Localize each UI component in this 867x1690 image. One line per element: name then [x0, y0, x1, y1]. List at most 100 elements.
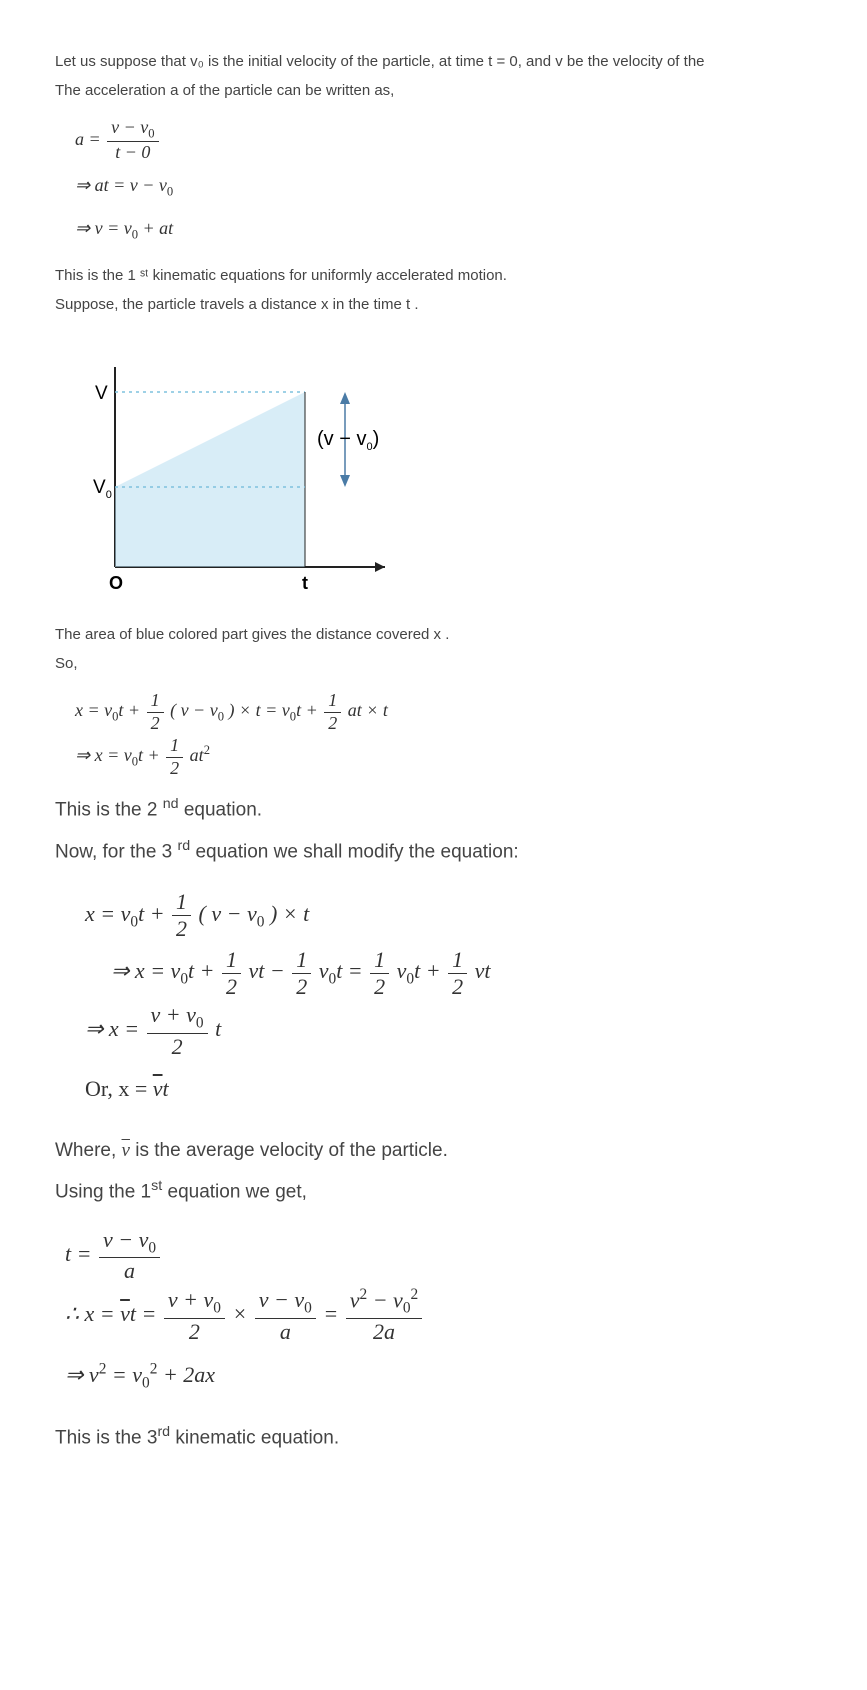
eq1-num: v − v: [111, 117, 148, 137]
e3-4a: Or, x =: [85, 1076, 153, 1101]
label-V0: V0: [93, 477, 112, 501]
e4-2bar: v: [120, 1285, 130, 1342]
eq2-f1n: 1: [147, 690, 164, 713]
label-V: V: [95, 383, 108, 404]
e3-f2d: 2: [222, 974, 241, 1000]
e4-f4nsup2: 2: [411, 1286, 419, 1303]
p10sup: st: [151, 1178, 162, 1194]
e4-f3na: v − v: [259, 1287, 304, 1312]
e3-f5d: 2: [448, 974, 467, 1000]
e3-f1d: 2: [172, 916, 191, 942]
eq2-2sup: 2: [204, 743, 210, 757]
p9bar: v: [122, 1136, 130, 1165]
equation-block-4: t = v − v0a ∴ x = vt = v + v02 × v − v0a…: [65, 1225, 812, 1403]
e3-2b: t +: [188, 958, 220, 983]
e4-2b: t =: [130, 1301, 162, 1326]
e3-f1n: 1: [172, 889, 191, 916]
e4-3c: + 2ax: [157, 1362, 215, 1387]
e4-f4d: 2a: [346, 1319, 423, 1345]
e3-1a: x = v: [85, 901, 130, 926]
intro-line-1: Let us suppose that v₀ is the initial ve…: [55, 50, 812, 73]
p7sup: nd: [163, 796, 179, 812]
p8sup: rd: [178, 838, 191, 854]
para-11: This is the 3rd kinematic equation.: [55, 1421, 812, 1453]
e4-f3ns: 0: [304, 1299, 312, 1316]
label-diff: (v − v0): [317, 428, 379, 453]
e3-2s3: 0: [406, 971, 414, 988]
para-7: This is the 2 nd equation.: [55, 793, 812, 825]
eq2-2c: at: [190, 745, 204, 765]
eq2-f2d: 2: [324, 713, 341, 735]
e3-4bar: v: [153, 1060, 163, 1117]
e3-2h: vt: [475, 958, 491, 983]
vt-graph: V V0 O t (v − v0): [55, 337, 415, 607]
e3-f4d: 2: [370, 974, 389, 1000]
para-5: The area of blue colored part gives the …: [55, 623, 812, 646]
eq2-f3d: 2: [166, 758, 183, 780]
eq1-den: t − 0: [107, 142, 158, 164]
e3-1b: t +: [138, 901, 170, 926]
eq1-l3b: + at: [138, 218, 173, 238]
e4-2c: ×: [232, 1301, 252, 1326]
e4-f3d: a: [255, 1319, 316, 1345]
p10b: equation we get,: [162, 1181, 307, 1202]
eq1-l2-sub: 0: [167, 184, 173, 198]
intro-line-2: The acceleration a of the particle can b…: [55, 79, 812, 102]
e4-f2ns: 0: [213, 1299, 221, 1316]
e4-f4ns: 0: [403, 1300, 411, 1317]
e4-3b: = v: [106, 1362, 142, 1387]
p11sup: rd: [157, 1424, 170, 1440]
e4-1a: t =: [65, 1241, 97, 1266]
e4-2a: ∴ x =: [65, 1301, 120, 1326]
p9b: is the average velocity of the particle.: [130, 1140, 448, 1161]
p8a: Now, for the 3: [55, 841, 178, 862]
eq2-f1d: 2: [147, 713, 164, 735]
e3-3a: ⇒ x =: [85, 1016, 145, 1041]
para-6: So,: [55, 652, 812, 675]
p10a: Using the 1: [55, 1181, 151, 1202]
eq1-lhs: a =: [75, 128, 101, 148]
e3-1d: ) × t: [264, 901, 309, 926]
e3-2f: v: [397, 958, 407, 983]
e4-2d: =: [323, 1301, 343, 1326]
eq2-1b: t +: [118, 700, 144, 720]
p9a: Where,: [55, 1140, 122, 1161]
eq2-1a: x = v: [75, 700, 112, 720]
equation-block-1: a = v − v0 t − 0 ⇒ at = v − v0 ⇒ v = v0 …: [75, 117, 812, 251]
eq2-1d: ) × t = v: [224, 700, 290, 720]
e3-4b: t: [163, 1076, 169, 1101]
para-10: Using the 1st equation we get,: [55, 1175, 812, 1207]
e4-f1na: v − v: [103, 1227, 148, 1252]
label-t: t: [302, 573, 308, 593]
e4-f1ns: 0: [148, 1239, 156, 1256]
equation-block-2: x = v0t + 12 ( v − v0 ) × t = v0t + 12 a…: [75, 689, 812, 779]
para-8: Now, for the 3 rd equation we shall modi…: [55, 835, 812, 867]
para-9: Where, v is the average velocity of the …: [55, 1136, 812, 1165]
e3-f6d: 2: [147, 1034, 208, 1060]
e4-f2d: 2: [164, 1319, 225, 1345]
eq2-2b: t +: [138, 745, 164, 765]
p7a: This is the 2: [55, 799, 163, 820]
para-3: This is the 1 ˢᵗ kinematic equations for…: [55, 264, 812, 287]
eq2-1e: t +: [296, 700, 322, 720]
e3-f3n: 1: [292, 947, 311, 974]
e4-f1d: a: [99, 1258, 160, 1284]
e3-f4n: 1: [370, 947, 389, 974]
eq1-l3a: ⇒ v = v: [75, 218, 132, 238]
e3-2s1: 0: [180, 971, 188, 988]
eq2-1f: at × t: [348, 700, 388, 720]
e3-1s1: 0: [130, 913, 138, 930]
eq2-1c: ( v − v: [170, 700, 218, 720]
eq1-num-sub: 0: [148, 126, 154, 140]
e3-f2n: 1: [222, 947, 241, 974]
e4-f4nb: − v: [367, 1287, 403, 1312]
label-O: O: [109, 573, 123, 593]
e3-2c: vt −: [248, 958, 290, 983]
eq1-frac: v − v0 t − 0: [107, 117, 158, 164]
eq2-f2n: 1: [324, 690, 341, 713]
e4-3s: 0: [142, 1374, 150, 1391]
e4-3a: ⇒ v: [65, 1362, 99, 1387]
para-4: Suppose, the particle travels a distance…: [55, 293, 812, 316]
p7b: equation.: [179, 799, 262, 820]
p8b: equation we shall modify the equation:: [190, 841, 519, 862]
